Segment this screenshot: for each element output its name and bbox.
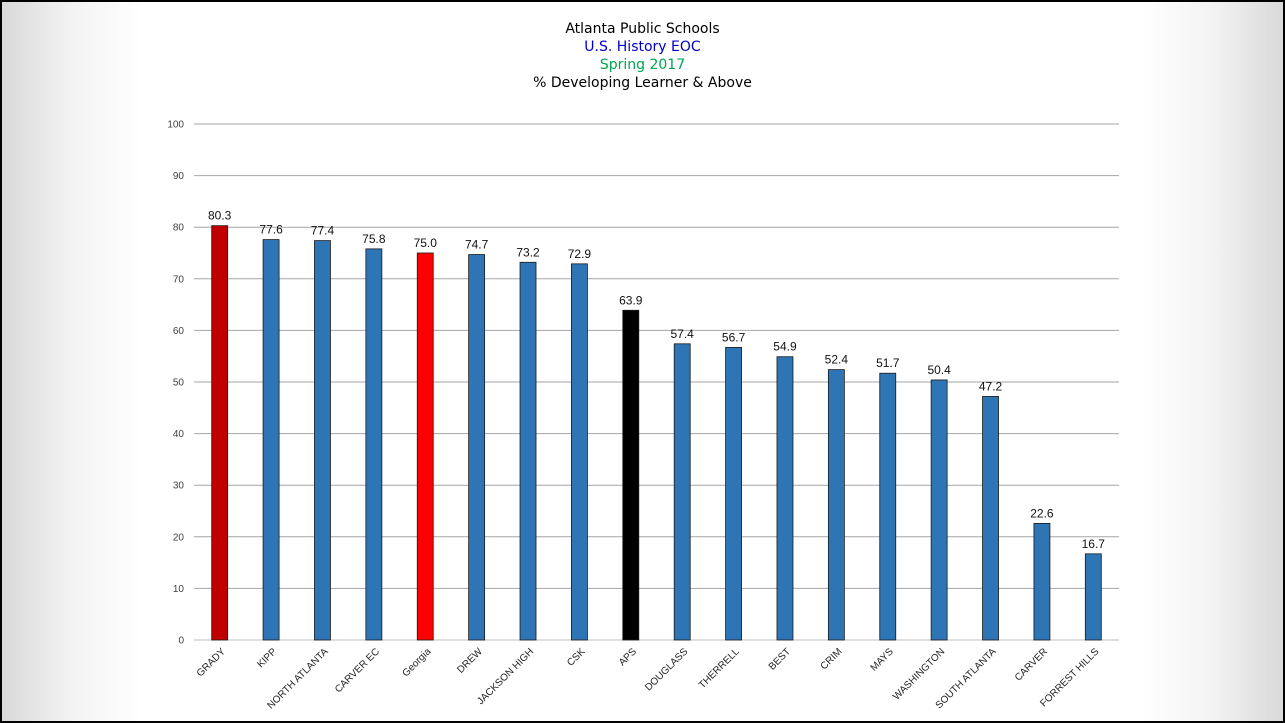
y-tick-label: 60	[173, 326, 185, 337]
bar	[416, 252, 434, 641]
chart-subtitle: U.S. History EOC	[584, 39, 701, 55]
y-tick-label: 10	[173, 584, 185, 595]
x-tick-label: BEST	[767, 646, 793, 672]
data-label: 54.9	[773, 340, 797, 354]
chart-subtitle-2: Spring 2017	[599, 57, 686, 73]
x-tick-label: Georgia	[400, 646, 433, 679]
bar	[879, 372, 897, 641]
x-tick-label: JACKSON HIGH	[475, 646, 536, 707]
x-tick-label: WASHINGTON	[891, 646, 947, 702]
chart-titles: Atlanta Public Schools U.S. History EOC …	[2, 20, 1283, 92]
x-tick-label: GRADY	[195, 646, 228, 679]
x-tick-label: DREW	[455, 646, 485, 676]
bar	[1033, 522, 1051, 641]
chart-title: Atlanta Public Schools	[565, 21, 720, 37]
data-label: 63.9	[619, 293, 643, 307]
bar	[519, 261, 537, 641]
x-tick-label: APS	[617, 646, 639, 668]
y-tick-label: 100	[167, 120, 184, 131]
x-tick-label: KIPP	[255, 646, 279, 670]
data-label: 57.4	[671, 327, 695, 341]
data-label: 56.7	[722, 330, 746, 344]
x-tick-label: MAYS	[869, 646, 897, 674]
bar	[1084, 553, 1102, 641]
data-label: 50.4	[927, 363, 951, 377]
y-tick-label: 30	[173, 481, 185, 492]
data-label: 80.3	[208, 209, 232, 223]
y-tick-label: 20	[173, 532, 185, 543]
data-label: 74.7	[465, 238, 489, 252]
data-label: 75.0	[414, 236, 438, 250]
data-label: 72.9	[568, 247, 592, 261]
chart-subtitle-3: % Developing Learner & Above	[533, 75, 752, 91]
x-tick-label: CARVER EC	[333, 646, 382, 695]
x-tick-label: CSK	[565, 646, 588, 669]
data-label: 22.6	[1030, 506, 1054, 520]
data-label: 75.8	[362, 232, 386, 246]
data-label: 77.6	[259, 223, 283, 237]
y-tick-label: 50	[173, 378, 185, 389]
data-label: 51.7	[876, 356, 900, 370]
y-tick-label: 80	[173, 223, 185, 234]
bar	[468, 254, 486, 641]
data-label: 16.7	[1082, 537, 1106, 551]
y-tick-label: 0	[178, 636, 184, 647]
data-label: 77.4	[311, 224, 335, 238]
bar	[571, 263, 588, 641]
bar	[930, 379, 948, 641]
bar	[827, 369, 845, 641]
data-label: 73.2	[516, 245, 540, 259]
bar	[365, 248, 383, 641]
x-tick-label: CRIM	[819, 646, 845, 672]
bar	[211, 225, 229, 641]
bar	[314, 240, 331, 641]
y-tick-label: 90	[173, 171, 185, 182]
bar	[622, 309, 640, 641]
x-tick-label: THERRELL	[697, 646, 742, 691]
bar	[262, 239, 280, 641]
bar	[725, 347, 742, 641]
bar	[982, 396, 999, 641]
data-label: 47.2	[979, 379, 1003, 393]
data-label: 52.4	[825, 353, 849, 367]
y-tick-label: 40	[173, 429, 185, 440]
bar	[776, 356, 794, 641]
x-tick-label: CARVER	[1013, 646, 1050, 683]
bar	[673, 343, 691, 641]
x-tick-label: DOUGLASS	[643, 646, 690, 693]
y-tick-label: 70	[173, 274, 185, 285]
